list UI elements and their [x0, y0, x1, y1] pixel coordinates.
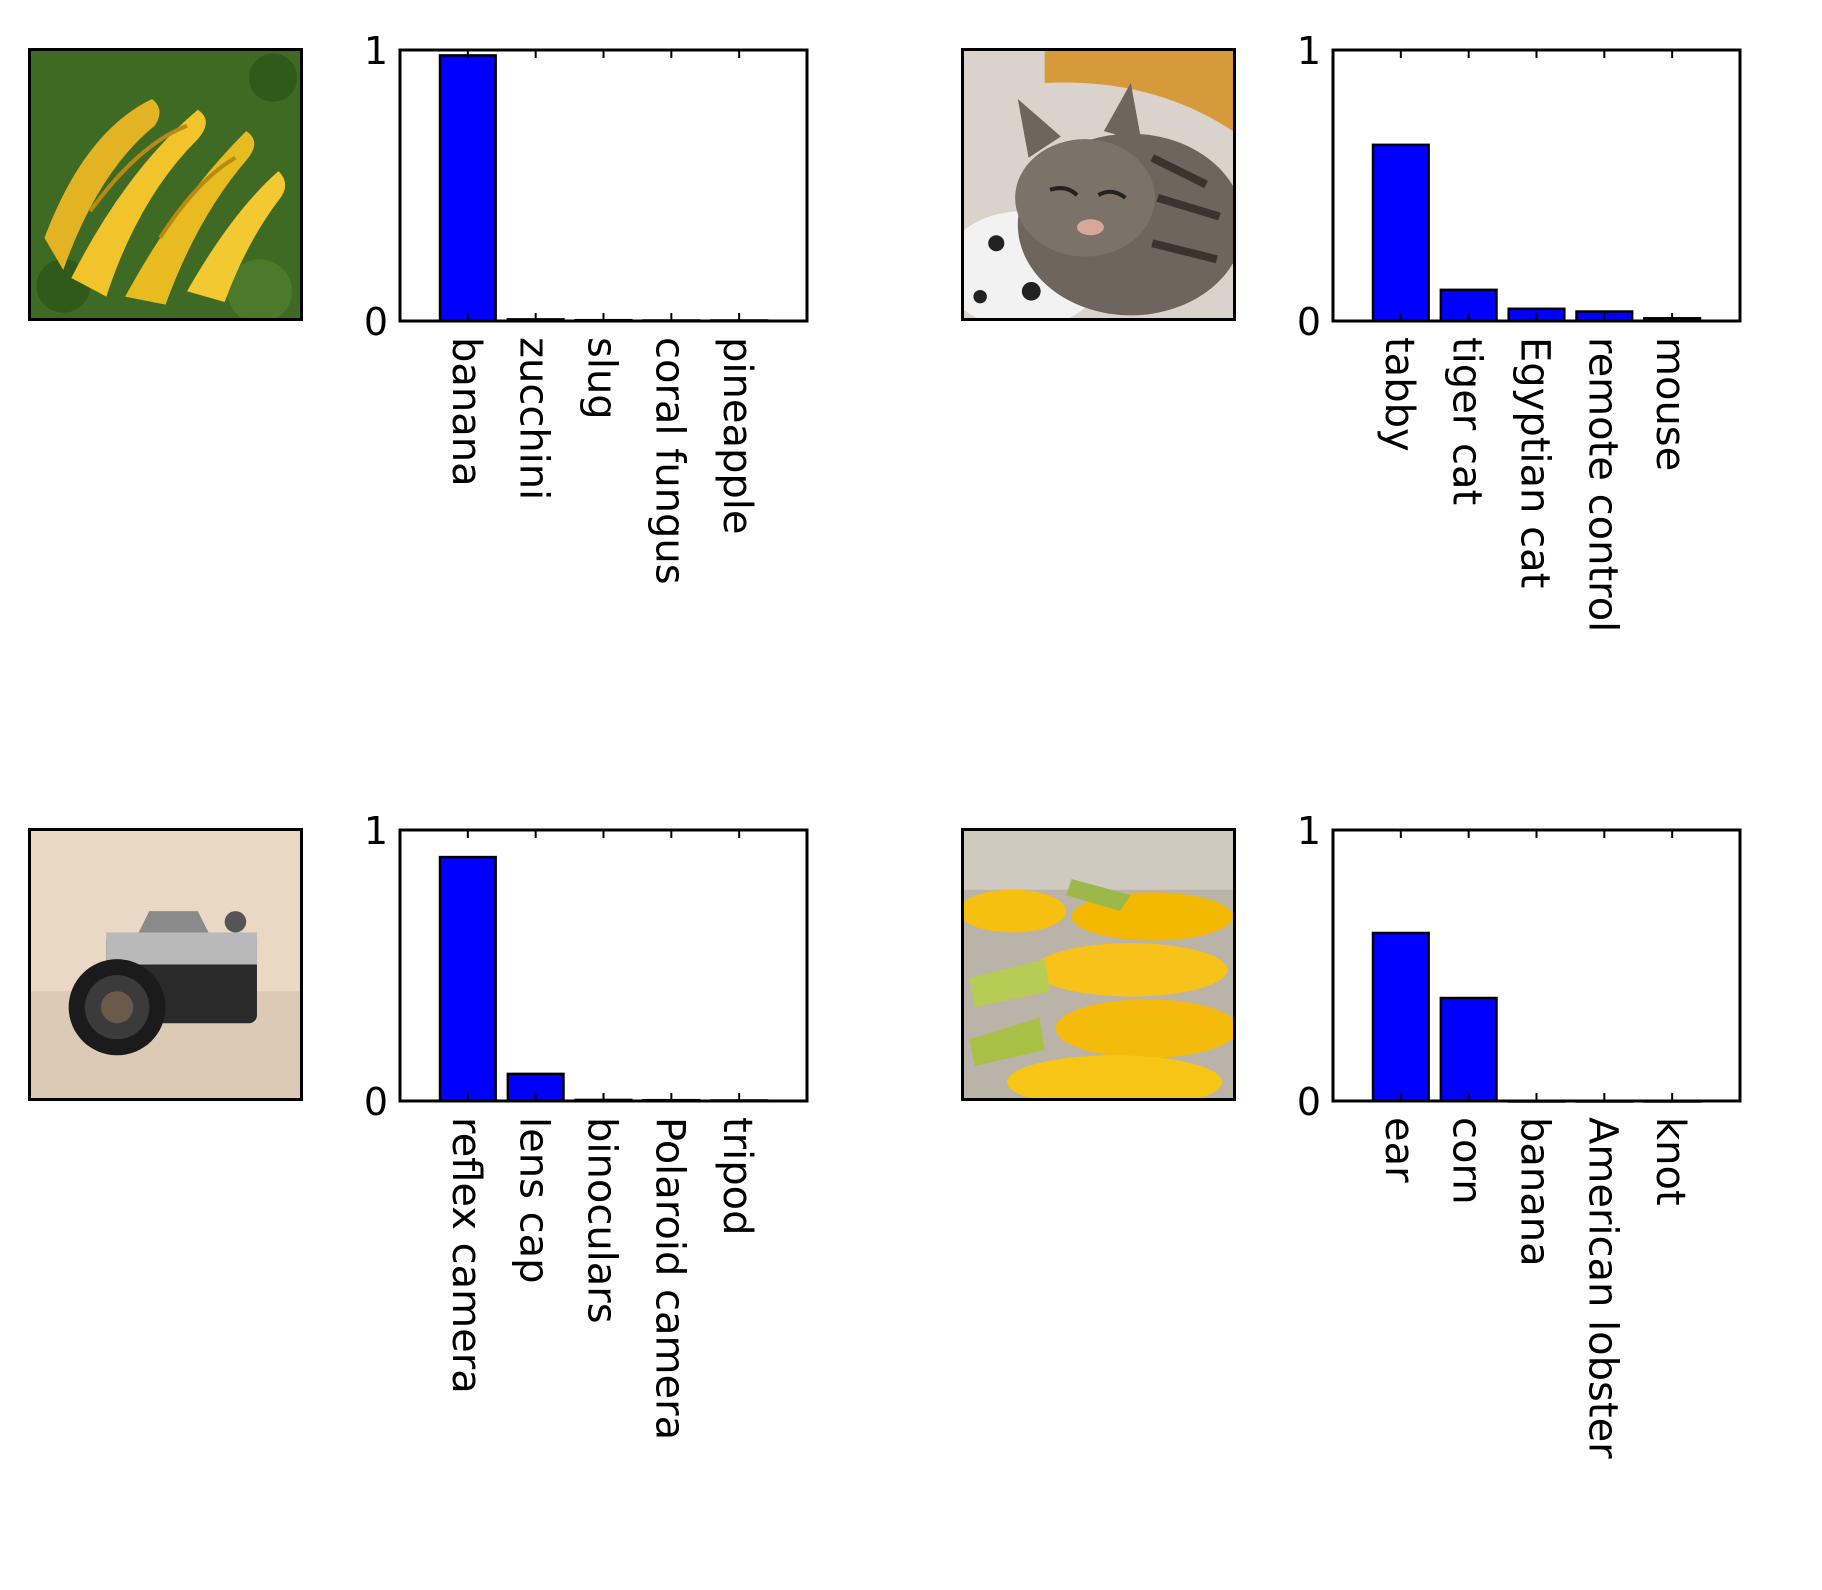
x-tick-label: ear [1376, 1117, 1422, 1183]
x-tick-label: tiger cat [1444, 337, 1490, 505]
panel-corn: ear corn banana American lobster knot 0 1 [933, 780, 1822, 1566]
x-tick-label: banana [1512, 1117, 1558, 1267]
nikon-camera-photo [28, 828, 303, 1101]
y-tick-label: 1 [364, 809, 388, 853]
x-tick-label: American lobster [1579, 1117, 1625, 1459]
bar-tabby [1371, 143, 1430, 323]
x-tick-label: Egyptian cat [1512, 337, 1558, 588]
x-tick-label: pineapple [714, 337, 760, 534]
bar-chart-tabby-cat: tabby tiger cat Egyptian cat remote control… [1297, 29, 1742, 632]
bananas-photo [28, 48, 303, 321]
y-tick-label: 0 [364, 1080, 388, 1124]
panel-bananas: banana zucchini slug coral fungus pineapple 0… [0, 0, 911, 786]
x-tick-label: lens cap [511, 1117, 557, 1284]
x-tick-label: binoculars [579, 1117, 625, 1324]
panel-camera: reflex camera lens cap binoculars Polaroid … [0, 780, 911, 1566]
x-tick-label: banana [443, 337, 489, 487]
corn-cobs-photo [961, 828, 1236, 1101]
x-tick-label: zucchini [511, 337, 557, 500]
x-tick-label: tripod [714, 1117, 760, 1236]
y-tick-label: 0 [364, 300, 388, 344]
x-tick-label: reflex camera [443, 1117, 489, 1394]
bar-banana [438, 54, 497, 323]
x-tick-label: coral fungus [646, 337, 692, 585]
x-tick-label: knot [1647, 1117, 1693, 1206]
y-tick-label: 1 [1297, 809, 1321, 853]
bar-chart-corn: ear corn banana American lobster knot 0 1 [1297, 809, 1742, 1459]
y-tick-label: 0 [1297, 300, 1321, 344]
y-tick-label: 1 [1297, 29, 1321, 73]
x-tick-label: remote control [1579, 337, 1625, 632]
bar-ear [1371, 931, 1430, 1103]
x-tick-label: corn [1444, 1117, 1490, 1205]
x-tick-label: Polaroid camera [646, 1117, 692, 1440]
y-tick-label: 1 [364, 29, 388, 73]
x-tick-label: slug [579, 337, 625, 420]
y-tick-label: 0 [1297, 1080, 1321, 1124]
bar-corn [1439, 996, 1498, 1103]
x-tick-label: mouse [1647, 337, 1693, 471]
bar-chart-bananas: banana zucchini slug coral fungus pineapple 0… [364, 29, 809, 585]
bar-chart-camera: reflex camera lens cap binoculars Polaroid … [364, 809, 809, 1440]
bar-reflex-camera [438, 855, 497, 1103]
x-tick-label: tabby [1376, 337, 1422, 452]
tabby-cat-photo [961, 48, 1236, 321]
panel-tabby-cat: tabby tiger cat Egyptian cat remote control… [933, 0, 1822, 786]
